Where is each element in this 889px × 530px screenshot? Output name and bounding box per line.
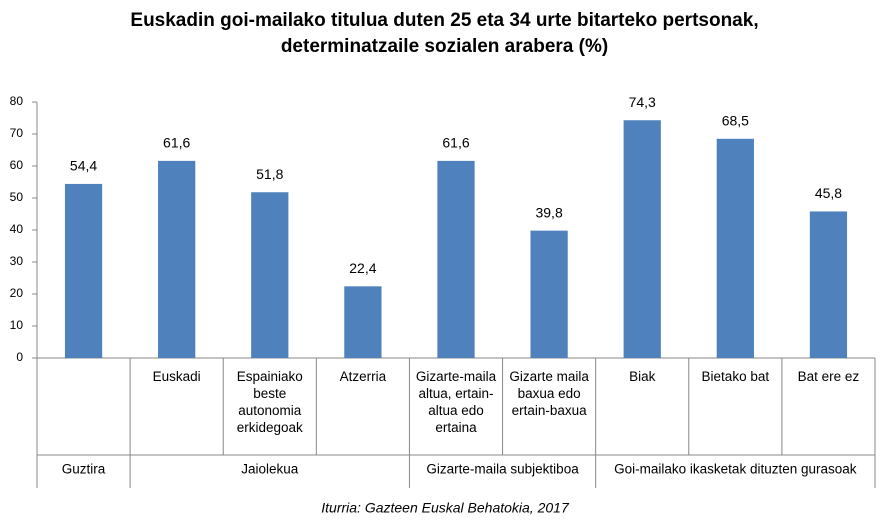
x-tick-label-box: Espainiako beste autonomia erkidegoak	[236, 369, 303, 435]
y-tick-label: 60	[10, 158, 24, 172]
x-tick-label: Gizarte-maila altua, ertain-altua edo er…	[415, 369, 497, 435]
y-tick-label: 70	[10, 126, 24, 140]
value-label: 45,8	[815, 185, 842, 201]
x-tick-label-box: Bat ere ez	[797, 369, 860, 384]
x-tick-label-box: Euskadi	[152, 369, 201, 384]
y-tick-label: 30	[10, 254, 24, 268]
x-tick-label-box: Biak	[629, 369, 656, 384]
group-label: Jaiolekua	[241, 462, 299, 477]
bar	[716, 138, 754, 358]
bar	[64, 183, 103, 358]
y-tick-label: 0	[16, 350, 23, 364]
x-tick-label-box: Atzerria	[339, 369, 387, 384]
group-label: Gizarte-maila subjektiboa	[426, 462, 579, 477]
x-tick-label-box: Gizarte-maila altua, ertain-altua edo er…	[415, 369, 497, 435]
bar	[530, 230, 568, 358]
group-label: Goi-mailako ikasketak dituzten gurasoak	[614, 462, 857, 477]
x-tick-label-box: Gizarte maila baxua edo ertain-baxua	[509, 369, 589, 418]
bar	[809, 211, 848, 358]
y-tick-label: 10	[10, 318, 24, 332]
bar	[251, 192, 289, 358]
value-label: 22,4	[349, 260, 376, 276]
y-tick-label: 20	[10, 286, 24, 300]
x-tick-label-box	[39, 368, 128, 452]
value-label: 61,6	[442, 135, 469, 151]
x-tick-label: Bietako bat	[701, 369, 770, 384]
x-tick-label-box: Bietako bat	[701, 369, 770, 384]
x-tick-label: Gizarte maila baxua edo ertain-baxua	[509, 369, 589, 418]
x-tick-label: Bat ere ez	[797, 369, 860, 384]
value-label: 51,8	[256, 166, 283, 182]
group-label: Guztira	[62, 462, 106, 477]
x-tick-label: Atzerria	[339, 369, 387, 384]
source: Iturria: Gazteen Euskal Behatokia, 2017	[321, 500, 570, 516]
y-tick-label: 50	[10, 190, 24, 204]
value-label: 54,4	[70, 158, 97, 174]
x-tick-label: Euskadi	[152, 369, 201, 384]
value-label: 39,8	[535, 204, 562, 220]
value-label: 68,5	[722, 113, 749, 129]
bar	[437, 160, 475, 358]
bar	[623, 120, 661, 359]
title-box: Euskadin goi-mailako titulua duten 25 et…	[130, 10, 759, 57]
y-tick-label: 40	[10, 222, 24, 236]
y-tick-label: 80	[10, 94, 24, 108]
chart-title: Euskadin goi-mailako titulua duten 25 et…	[130, 10, 759, 57]
bar	[158, 160, 196, 358]
bar	[344, 286, 382, 358]
x-tick-label: Biak	[629, 369, 656, 384]
x-tick-label: Espainiako beste autonomia erkidegoak	[236, 369, 303, 435]
value-label: 61,6	[163, 135, 190, 151]
value-label: 74,3	[629, 94, 656, 110]
